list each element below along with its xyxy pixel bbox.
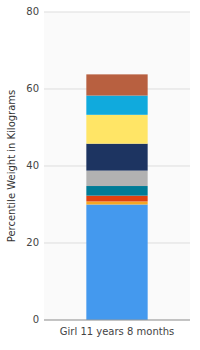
- plot-area: [44, 12, 190, 320]
- y-axis-label: Percentile Weight in Kilograms: [6, 90, 17, 243]
- y-tick-label: 20: [26, 237, 39, 248]
- x-tick-label: Girl 11 years 8 months: [60, 326, 174, 337]
- bar-segment: [86, 115, 147, 144]
- y-tick-label: 40: [26, 160, 39, 171]
- bar-segment: [86, 205, 147, 321]
- bar-segment: [86, 171, 147, 186]
- bar-segment: [86, 74, 147, 95]
- bar-segment: [86, 144, 147, 171]
- bar-segment: [86, 201, 147, 204]
- bar-segment: [86, 186, 147, 196]
- y-tick-label: 80: [26, 6, 39, 17]
- chart: 0 20 40 60 80 Girl 11 years 8 months Percentil…: [0, 0, 200, 350]
- bar-segment: [86, 196, 147, 202]
- grid-line: [44, 12, 190, 13]
- y-tick-label: 0: [33, 314, 39, 325]
- y-tick-label: 60: [26, 83, 39, 94]
- grid-line: [44, 320, 190, 321]
- chart-container: 0 20 40 60 80 Girl 11 years 8 months Percentil…: [0, 0, 200, 350]
- bar-segment: [86, 96, 147, 115]
- bars: [86, 74, 147, 320]
- x-axis-line: [44, 320, 190, 321]
